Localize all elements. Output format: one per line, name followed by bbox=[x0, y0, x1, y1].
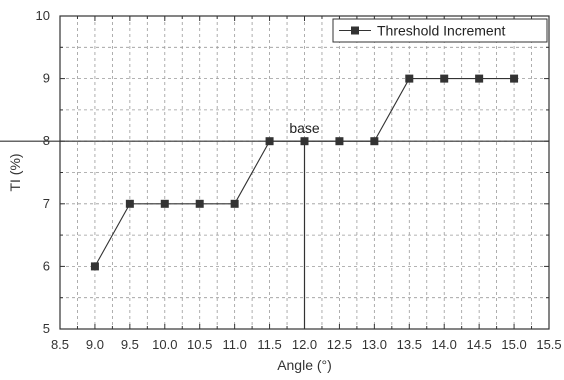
x-tick-label: 12.5 bbox=[327, 337, 352, 352]
x-tick-label: 14.0 bbox=[432, 337, 457, 352]
data-point-marker bbox=[510, 74, 519, 83]
axis-ticks bbox=[59, 15, 550, 330]
legend-box bbox=[332, 18, 548, 43]
legend: Threshold Increment bbox=[332, 18, 548, 43]
grid bbox=[60, 16, 549, 329]
data-point-marker bbox=[125, 199, 134, 208]
x-tick-label: 12.0 bbox=[292, 337, 317, 352]
reference-lines bbox=[0, 140, 549, 329]
y-tick-label: 8 bbox=[43, 133, 50, 148]
x-tick-label: 8.5 bbox=[51, 337, 69, 352]
data-point-marker bbox=[335, 137, 344, 146]
x-tick-labels: 8.5 9.0 9.5 10.0 10.5 11.0 11.5 12.0 12.5 13.0 13.… bbox=[51, 337, 562, 352]
y-tick-label: 7 bbox=[43, 196, 50, 211]
legend-marker-square bbox=[351, 26, 359, 35]
x-tick-label: 9.5 bbox=[121, 337, 139, 352]
series-threshold-increment bbox=[90, 74, 519, 271]
x-tick-label: 10.5 bbox=[187, 337, 212, 352]
y-axis-label: TI (%) bbox=[7, 153, 23, 191]
y-tick-label: 5 bbox=[43, 321, 50, 336]
data-point-marker bbox=[370, 137, 379, 146]
data-point-marker bbox=[440, 74, 449, 83]
y-tick-label: 9 bbox=[43, 71, 50, 86]
x-tick-label: 11.5 bbox=[257, 337, 281, 352]
data-point-marker bbox=[475, 74, 484, 83]
y-tick-label: 6 bbox=[43, 258, 50, 273]
x-tick-label: 13.0 bbox=[362, 337, 387, 352]
x-tick-label: 14.5 bbox=[466, 337, 491, 352]
data-point-marker bbox=[195, 199, 204, 208]
x-tick-label: 9.0 bbox=[86, 337, 104, 352]
x-tick-label: 13.5 bbox=[397, 337, 422, 352]
y-tick-label: 10 bbox=[36, 8, 50, 23]
legend-label: Threshold Increment bbox=[377, 23, 506, 39]
x-tick-label: 11.0 bbox=[222, 337, 246, 352]
x-tick-label: 10.0 bbox=[152, 337, 177, 352]
x-tick-label: 15.5 bbox=[536, 337, 561, 352]
y-tick-labels: 5 6 7 8 9 10 bbox=[36, 8, 50, 336]
x-tick-label: 15.0 bbox=[501, 337, 526, 352]
annotation-base: base bbox=[289, 120, 320, 136]
data-point-marker bbox=[405, 74, 414, 83]
x-axis-label: Angle (°) bbox=[277, 357, 332, 373]
data-point-marker bbox=[300, 137, 309, 146]
data-point-marker bbox=[160, 199, 169, 208]
data-point-marker bbox=[230, 199, 239, 208]
data-point-marker bbox=[265, 137, 274, 146]
data-point-marker bbox=[90, 262, 99, 271]
